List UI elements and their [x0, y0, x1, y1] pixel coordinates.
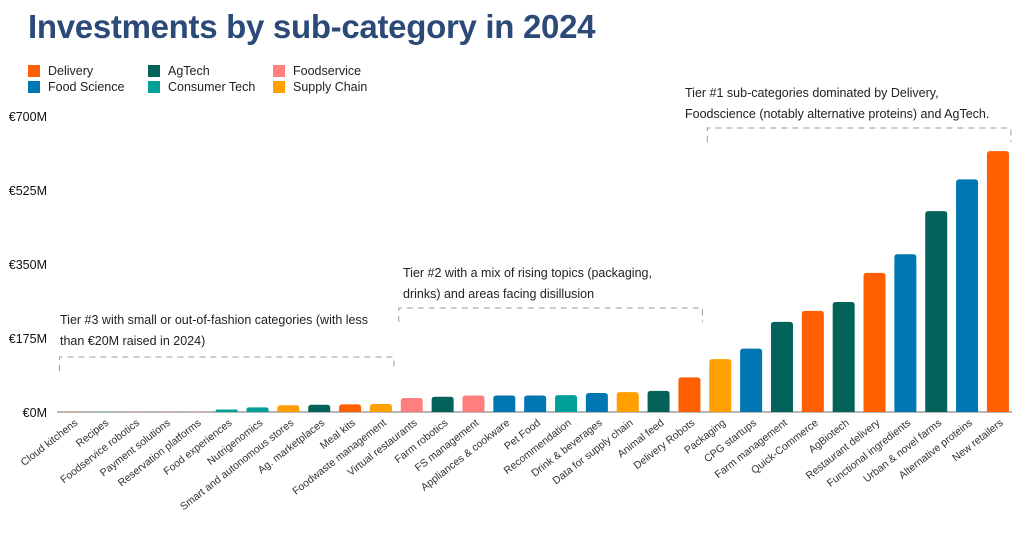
legend-swatch [273, 64, 285, 77]
y-tick-label: €175M [9, 332, 47, 346]
bar [956, 179, 979, 412]
bar [986, 151, 1009, 412]
annotation-tier2: Tier #2 with a mix of rising topics (pac… [403, 263, 652, 305]
annotation-tier1-line1: Tier #1 sub-categories dominated by Deli… [685, 86, 939, 100]
bar [678, 377, 701, 412]
bar [524, 395, 547, 412]
legend: Delivery AgTech Foodservice Food Science… [28, 63, 393, 94]
y-tick-label: €700M [9, 110, 47, 124]
bar [308, 404, 331, 412]
bar [616, 392, 639, 412]
bar [462, 395, 485, 412]
legend-swatch [148, 80, 160, 93]
bar [215, 409, 238, 412]
legend-item-food-science: Food Science [28, 79, 148, 94]
legend-swatch [28, 64, 40, 77]
bar [894, 254, 917, 412]
bar [369, 403, 392, 412]
bar [92, 411, 115, 412]
annotation-tier1-line2: Foodscience (notably alternative protein… [685, 107, 990, 121]
bar [740, 348, 763, 412]
y-tick-label: €350M [9, 258, 47, 272]
bar [277, 405, 300, 412]
legend-item-foodservice: Foodservice [273, 63, 393, 78]
annotation-bracket-tier3 [58, 356, 395, 371]
y-tick-label: €0M [23, 406, 47, 420]
legend-label: Food Science [48, 79, 125, 94]
legend-label: AgTech [168, 63, 210, 78]
bar [493, 395, 516, 412]
bar [770, 321, 793, 412]
bar [123, 411, 146, 412]
legend-label: Supply Chain [293, 79, 368, 94]
chart-title: Investments by sub-category in 2024 [28, 8, 596, 45]
legend-label: Foodservice [293, 63, 362, 78]
bar [339, 404, 362, 412]
bar [153, 411, 176, 412]
bar [647, 390, 670, 412]
bar [400, 398, 423, 412]
bar [555, 395, 578, 412]
legend-item-agtech: AgTech [148, 63, 273, 78]
legend-swatch [273, 80, 285, 93]
bar [925, 211, 948, 412]
annotation-tier2-line2: drinks) and areas facing disillusion [403, 287, 595, 301]
legend-swatch [28, 80, 40, 93]
y-tick-label: €525M [9, 184, 47, 198]
bar [431, 396, 454, 412]
bar [801, 310, 824, 412]
legend-label: Delivery [48, 63, 94, 78]
annotation-tier3-line2: than €20M raised in 2024) [60, 334, 206, 348]
bar [585, 392, 608, 412]
bar [863, 272, 886, 412]
annotation-bracket-tier2 [398, 307, 703, 322]
legend-item-consumer-tech: Consumer Tech [148, 79, 273, 94]
annotation-tier1: Tier #1 sub-categories dominated by Deli… [685, 83, 989, 125]
legend-label: Consumer Tech [168, 79, 256, 94]
annotation-bracket-tier1 [706, 127, 1012, 142]
bar [709, 359, 732, 412]
legend-swatch [148, 64, 160, 77]
legend-item-delivery: Delivery [28, 63, 148, 78]
annotation-tier3: Tier #3 with small or out-of-fashion cat… [60, 310, 368, 352]
bar [246, 407, 269, 412]
x-tick-label: Cloud kitchens [19, 417, 81, 469]
legend-item-supply-chain: Supply Chain [273, 79, 393, 94]
annotation-tier3-line1: Tier #3 with small or out-of-fashion cat… [60, 313, 368, 327]
bar [61, 411, 84, 412]
annotation-tier2-line1: Tier #2 with a mix of rising topics (pac… [403, 266, 652, 280]
bar [832, 302, 855, 412]
